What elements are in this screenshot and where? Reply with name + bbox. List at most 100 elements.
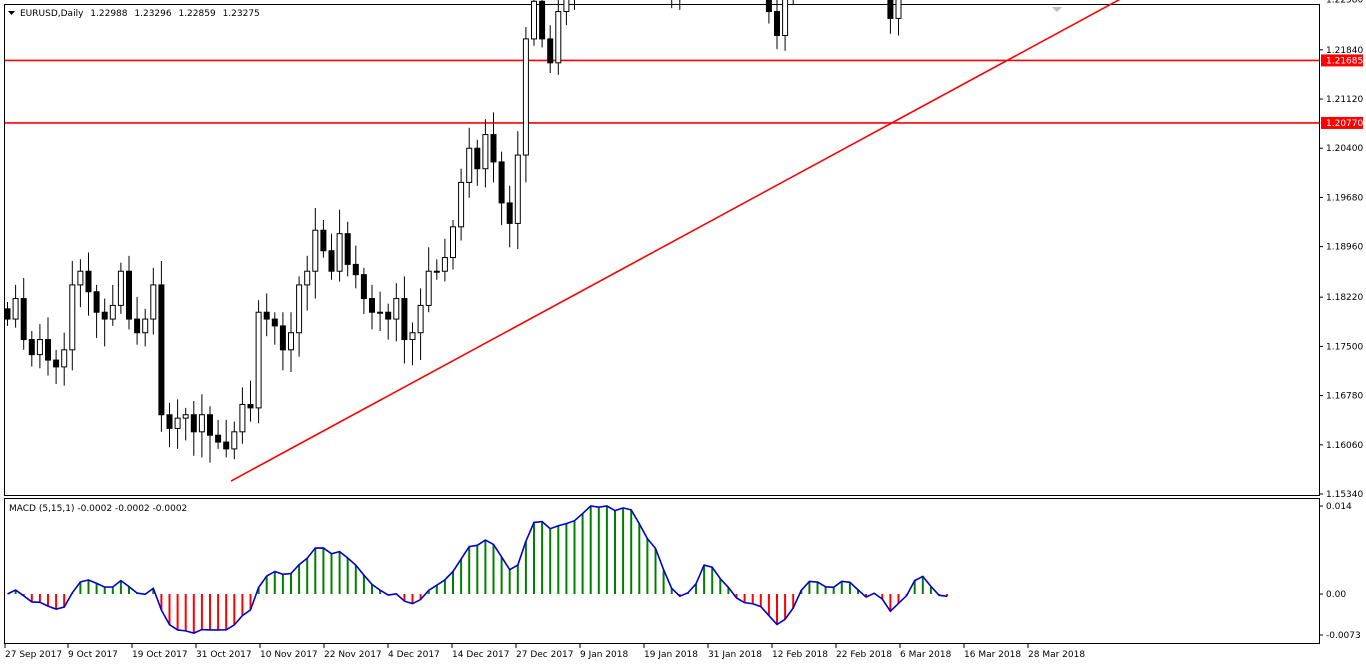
bear-candle-body [85, 270, 92, 293]
bear-candle-body [279, 325, 286, 351]
menu-triangle-icon[interactable] [8, 11, 15, 15]
bull-candle-body [198, 414, 205, 433]
bull-candle-body [142, 318, 149, 334]
bear-candle-body [190, 414, 197, 433]
close-value: 1.23275 [223, 9, 260, 19]
bull-candle-body [304, 270, 311, 286]
price-tick-label: 1.15340 [1326, 490, 1363, 500]
bull-candle-body [69, 284, 76, 351]
price-tick-label: 1.16060 [1326, 441, 1363, 451]
bear-candle-body [215, 434, 222, 443]
date-tick-label: 12 Feb 2018 [772, 650, 828, 660]
bull-candle-body [417, 304, 424, 334]
bull-candle-body [12, 298, 19, 320]
bear-candle-body [765, 0, 772, 13]
price-tick-label: 1.20400 [1326, 144, 1363, 154]
macd-histogram [7, 505, 949, 635]
bull-candle-body [450, 226, 456, 259]
bear-candle-body [247, 403, 254, 409]
macd-tick-low: -0.0073 [1326, 631, 1361, 641]
bull-candle-body [77, 270, 84, 286]
bear-candle-body [93, 291, 100, 313]
bear-candle-body [45, 339, 51, 361]
bear-candle-body [887, 0, 894, 19]
open-value: 1.22988 [90, 9, 127, 19]
bull-candle-body [393, 298, 400, 320]
bull-candle-body [174, 417, 181, 429]
price-tick-label: 1.21840 [1326, 46, 1363, 56]
bear-candle-body [328, 250, 335, 272]
bull-candle-body [531, 0, 537, 40]
date-tick-label: 22 Nov 2017 [324, 650, 382, 660]
bear-candle-body [539, 0, 546, 40]
date-tick-label: 27 Dec 2017 [516, 650, 574, 660]
bear-candle-body [101, 311, 108, 320]
bear-candle-body [774, 11, 780, 36]
bull-candle-body [182, 414, 189, 419]
bull-candle-body [109, 304, 116, 320]
price-tick-label: 1.21120 [1326, 95, 1363, 105]
low-value: 1.22859 [178, 9, 215, 19]
date-tick-label: 19 Oct 2017 [132, 650, 188, 660]
date-tick-label: 31 Jan 2018 [708, 650, 762, 660]
bear-candle-body [271, 318, 278, 327]
bear-candle-body [223, 441, 230, 450]
bull-candle-body [239, 403, 246, 433]
bear-candle-body [369, 298, 375, 313]
macd-panel-frame [4, 498, 1320, 644]
date-tick-label: 14 Dec 2017 [452, 650, 510, 660]
bear-candle-body [344, 233, 351, 265]
bear-candle-body [166, 414, 173, 429]
macd-axis: 0.014 0.00 -0.0073 [1319, 502, 1361, 641]
support-trendline [230, 0, 1121, 482]
bull-candle-body [336, 233, 343, 272]
bull-candle-body [117, 270, 124, 306]
price-axis: 1.254601.247401.240201.225801.218401.211… [1319, 0, 1363, 500]
bear-candle-body [28, 339, 35, 356]
candlesticks [4, 0, 902, 463]
date-tick-label: 4 Dec 2017 [388, 650, 440, 660]
bull-candle-body [150, 284, 157, 320]
macd-tick-high: 0.014 [1326, 502, 1352, 512]
bear-candle-body [506, 202, 513, 224]
price-tick-label: 1.22580 [1326, 0, 1363, 5]
date-tick-label: 22 Feb 2018 [836, 650, 892, 660]
date-tick-label: 31 Oct 2017 [196, 650, 252, 660]
bull-candle-body [782, 0, 789, 36]
date-axis: 27 Sep 2017 9 Oct 2017 19 Oct 2017 31 Oct 2… [4, 644, 1085, 660]
price-tick-label: 1.18960 [1326, 243, 1363, 253]
bull-candle-body [36, 339, 43, 356]
bull-candle-body [555, 11, 562, 64]
date-tick-label: 16 Mar 2018 [964, 650, 1021, 660]
macd-label: MACD (5,15,1) -0.0002 -0.0002 -0.0002 [9, 504, 187, 514]
bull-candle-body [425, 270, 432, 306]
symbol-label: EURUSD,Daily [20, 9, 84, 19]
date-tick-label: 9 Oct 2017 [68, 650, 118, 660]
bull-candle-body [466, 147, 473, 183]
bear-candle-body [352, 263, 359, 276]
bear-candle-body [547, 38, 554, 64]
bull-candle-body [312, 229, 319, 272]
bull-candle-body [288, 332, 294, 351]
macd-tick-zero: 0.00 [1326, 590, 1346, 600]
bear-candle-body [385, 311, 392, 320]
high-value: 1.23296 [134, 9, 171, 19]
bull-candle-body [441, 257, 448, 272]
scroll-indicator-icon[interactable] [1052, 7, 1062, 12]
bull-candle-body [514, 154, 521, 224]
bear-candle-body [134, 318, 141, 334]
level-price-tag [1321, 54, 1363, 67]
bear-candle-body [360, 274, 367, 300]
bull-candle-body [255, 311, 262, 409]
level-price-tag [1321, 116, 1363, 129]
bear-candle-body [490, 134, 497, 163]
bear-candle-body [126, 270, 132, 320]
date-tick-label: 28 Mar 2018 [1028, 650, 1085, 660]
bear-candle-body [4, 308, 11, 320]
macd-signal-line [7, 505, 948, 635]
bull-candle-body [563, 0, 570, 13]
date-tick-label: 6 Mar 2018 [900, 650, 952, 660]
date-tick-label: 10 Nov 2017 [260, 650, 318, 660]
